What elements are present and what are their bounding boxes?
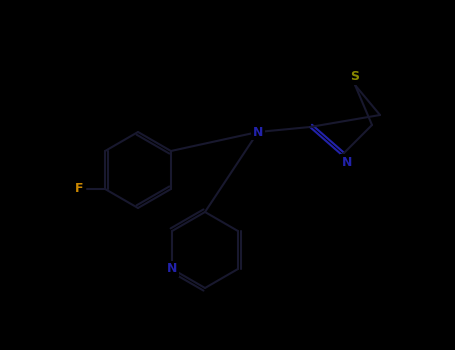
Text: N: N bbox=[167, 262, 177, 275]
Text: S: S bbox=[350, 70, 359, 84]
Text: N: N bbox=[342, 155, 352, 168]
Text: N: N bbox=[253, 126, 263, 139]
Text: F: F bbox=[75, 182, 83, 196]
